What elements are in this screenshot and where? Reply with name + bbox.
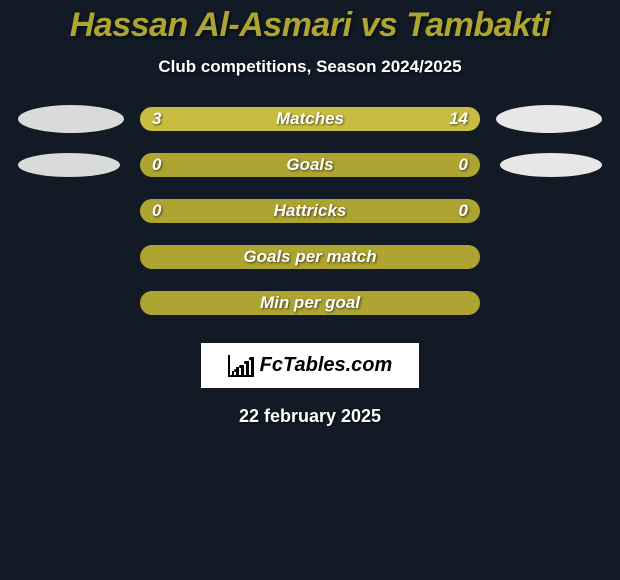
stat-right-value: 0 xyxy=(459,201,468,221)
stat-left-value: 0 xyxy=(152,155,161,175)
logo-text: FcTables.com xyxy=(260,354,393,377)
left-player-ellipse xyxy=(18,105,124,133)
stat-bar-row: 0 0 Hattricks xyxy=(10,199,610,223)
stat-bar-label: Matches xyxy=(276,109,344,129)
stat-bar-track: Min per goal xyxy=(140,291,480,315)
stat-right-value: 14 xyxy=(449,109,468,129)
stat-bar-label: Goals per match xyxy=(243,247,376,267)
fctables-chart-icon xyxy=(228,355,254,377)
stat-bar-row: Goals per match xyxy=(10,245,610,269)
stat-left-value: 0 xyxy=(152,201,161,221)
right-player-ellipse xyxy=(496,105,602,133)
stat-bar-track: Goals per match xyxy=(140,245,480,269)
stat-bar-track: 3 14 Matches xyxy=(140,107,480,131)
stat-bar-label: Min per goal xyxy=(260,293,360,313)
stat-right-value: 0 xyxy=(459,155,468,175)
stat-bar-track: 0 0 Goals xyxy=(140,153,480,177)
content: Hassan Al-Asmari vs Tambakti Club compet… xyxy=(0,0,620,427)
stat-bar-row: 3 14 Matches xyxy=(10,107,610,131)
stat-bar-label: Goals xyxy=(286,155,333,175)
logo-box: FcTables.com xyxy=(201,343,419,388)
right-player-ellipse xyxy=(500,153,602,177)
left-player-ellipse xyxy=(18,153,120,177)
stat-left-value: 3 xyxy=(152,109,161,129)
stat-bar-track: 0 0 Hattricks xyxy=(140,199,480,223)
stat-bar-row: 0 0 Goals xyxy=(10,153,610,177)
date-text: 22 february 2025 xyxy=(0,406,620,427)
stat-bars: 3 14 Matches 0 0 Goals 0 0 Hattricks Goals per ma… xyxy=(0,107,620,315)
stat-bar-label: Hattricks xyxy=(274,201,347,221)
page-title: Hassan Al-Asmari vs Tambakti xyxy=(0,6,620,45)
comparison-panel: Hassan Al-Asmari vs Tambakti Club compet… xyxy=(0,0,620,580)
stat-bar-left-fill xyxy=(140,107,200,131)
stat-bar-row: Min per goal xyxy=(10,291,610,315)
page-subtitle: Club competitions, Season 2024/2025 xyxy=(0,57,620,77)
